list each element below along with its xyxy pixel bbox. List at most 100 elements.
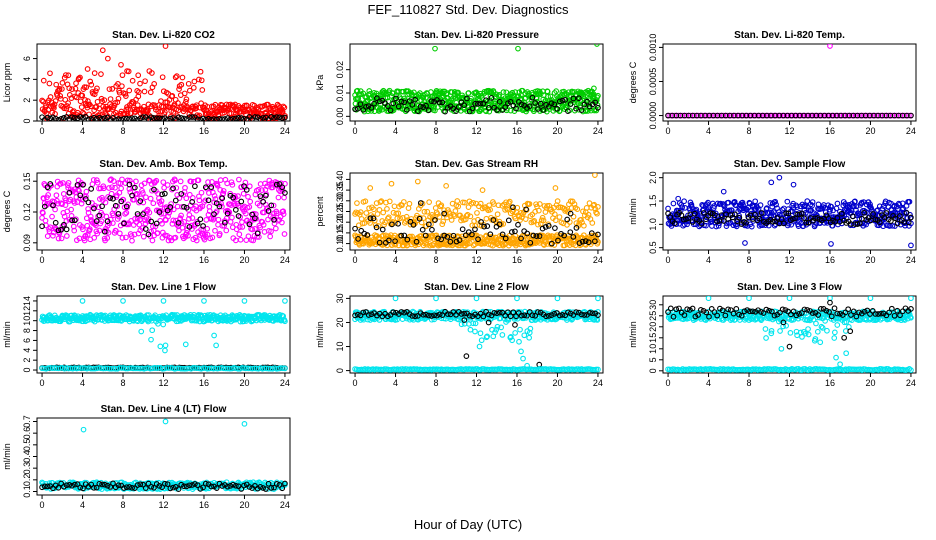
x-tick-label: 8 [747,126,752,136]
data-point [480,100,487,107]
y-tick-label: 0.15 [22,172,32,190]
data-point [252,215,258,222]
data-point [867,201,873,208]
data-point [496,242,503,249]
x-tick-label: 24 [906,255,916,265]
x-tick-label: 20 [239,378,249,388]
x-tick-label: 24 [906,126,916,136]
points-layer [665,44,914,119]
data-point [401,99,408,106]
data-point [123,203,130,210]
data-point [56,85,63,92]
data-point [562,97,569,103]
data-point [145,231,152,238]
data-point [507,98,514,105]
data-point [387,107,394,114]
data-point [107,96,114,102]
data-point [206,190,212,196]
data-point [864,209,870,216]
data-point [443,182,449,189]
data-point [559,312,566,318]
data-point [537,220,544,227]
figure-title: FEF_110827 Std. Dev. Diagnostics [367,2,569,17]
data-point [123,234,129,241]
data-point [469,105,476,112]
data-point [459,226,466,233]
data-point [371,100,378,107]
x-tick-label: 8 [747,378,752,388]
data-point [230,115,236,121]
data-point [521,312,528,319]
data-point [106,86,113,93]
data-point [228,202,234,208]
data-point [510,309,517,316]
data-point [401,309,408,316]
data-point [188,178,194,185]
data-point [398,309,405,315]
data-point [665,205,671,212]
data-point [282,365,288,372]
data-point [85,199,92,206]
data-point [232,207,239,213]
data-point [679,204,686,211]
data-point [73,80,79,87]
data-point [104,55,111,62]
data-point [223,227,230,234]
y-tick-label: 0 [335,368,345,373]
data-point [551,311,558,317]
data-point [211,116,217,121]
data-point [67,196,74,203]
data-point [542,224,549,230]
data-point [53,81,60,88]
data-point [152,223,159,230]
data-point [567,210,574,217]
data-point [177,178,184,185]
data-point [595,92,601,99]
data-point [45,192,51,198]
data-point [462,232,469,239]
data-point [469,231,475,238]
data-point [376,239,383,246]
x-tick-label: 16 [825,378,835,388]
data-point [140,114,146,120]
data-point [533,233,540,239]
y-axis-label: percent [315,196,325,227]
data-point [200,226,207,233]
data-point [252,226,258,232]
data-point [186,191,193,198]
data-point [227,116,234,121]
data-point [502,104,509,111]
data-point [589,220,596,226]
data-point [447,238,454,245]
data-point [366,88,373,94]
data-point [398,232,405,239]
data-point [450,232,457,239]
data-point [178,212,184,219]
data-point [563,90,569,97]
data-point [516,338,522,345]
data-point [78,104,85,110]
data-point [407,218,414,225]
data-point [896,213,903,219]
y-tick-label: 5 [648,357,658,362]
data-point [179,74,186,81]
data-point [82,97,88,103]
data-point [131,184,138,191]
data-point [280,103,287,110]
data-point [162,342,169,349]
data-point [137,198,144,204]
data-point [189,215,196,221]
data-point [392,238,398,245]
data-point [201,298,207,304]
data-point [52,98,59,104]
chart-title: Stan. Dev. Li-820 Pressure [414,30,539,41]
data-point [173,185,180,191]
data-point [789,216,796,222]
data-point [206,208,213,214]
data-point [162,190,168,197]
data-point [241,183,247,189]
data-point [149,327,156,334]
x-tick-label: 20 [552,255,562,265]
data-point [42,217,49,224]
data-point [85,206,91,212]
